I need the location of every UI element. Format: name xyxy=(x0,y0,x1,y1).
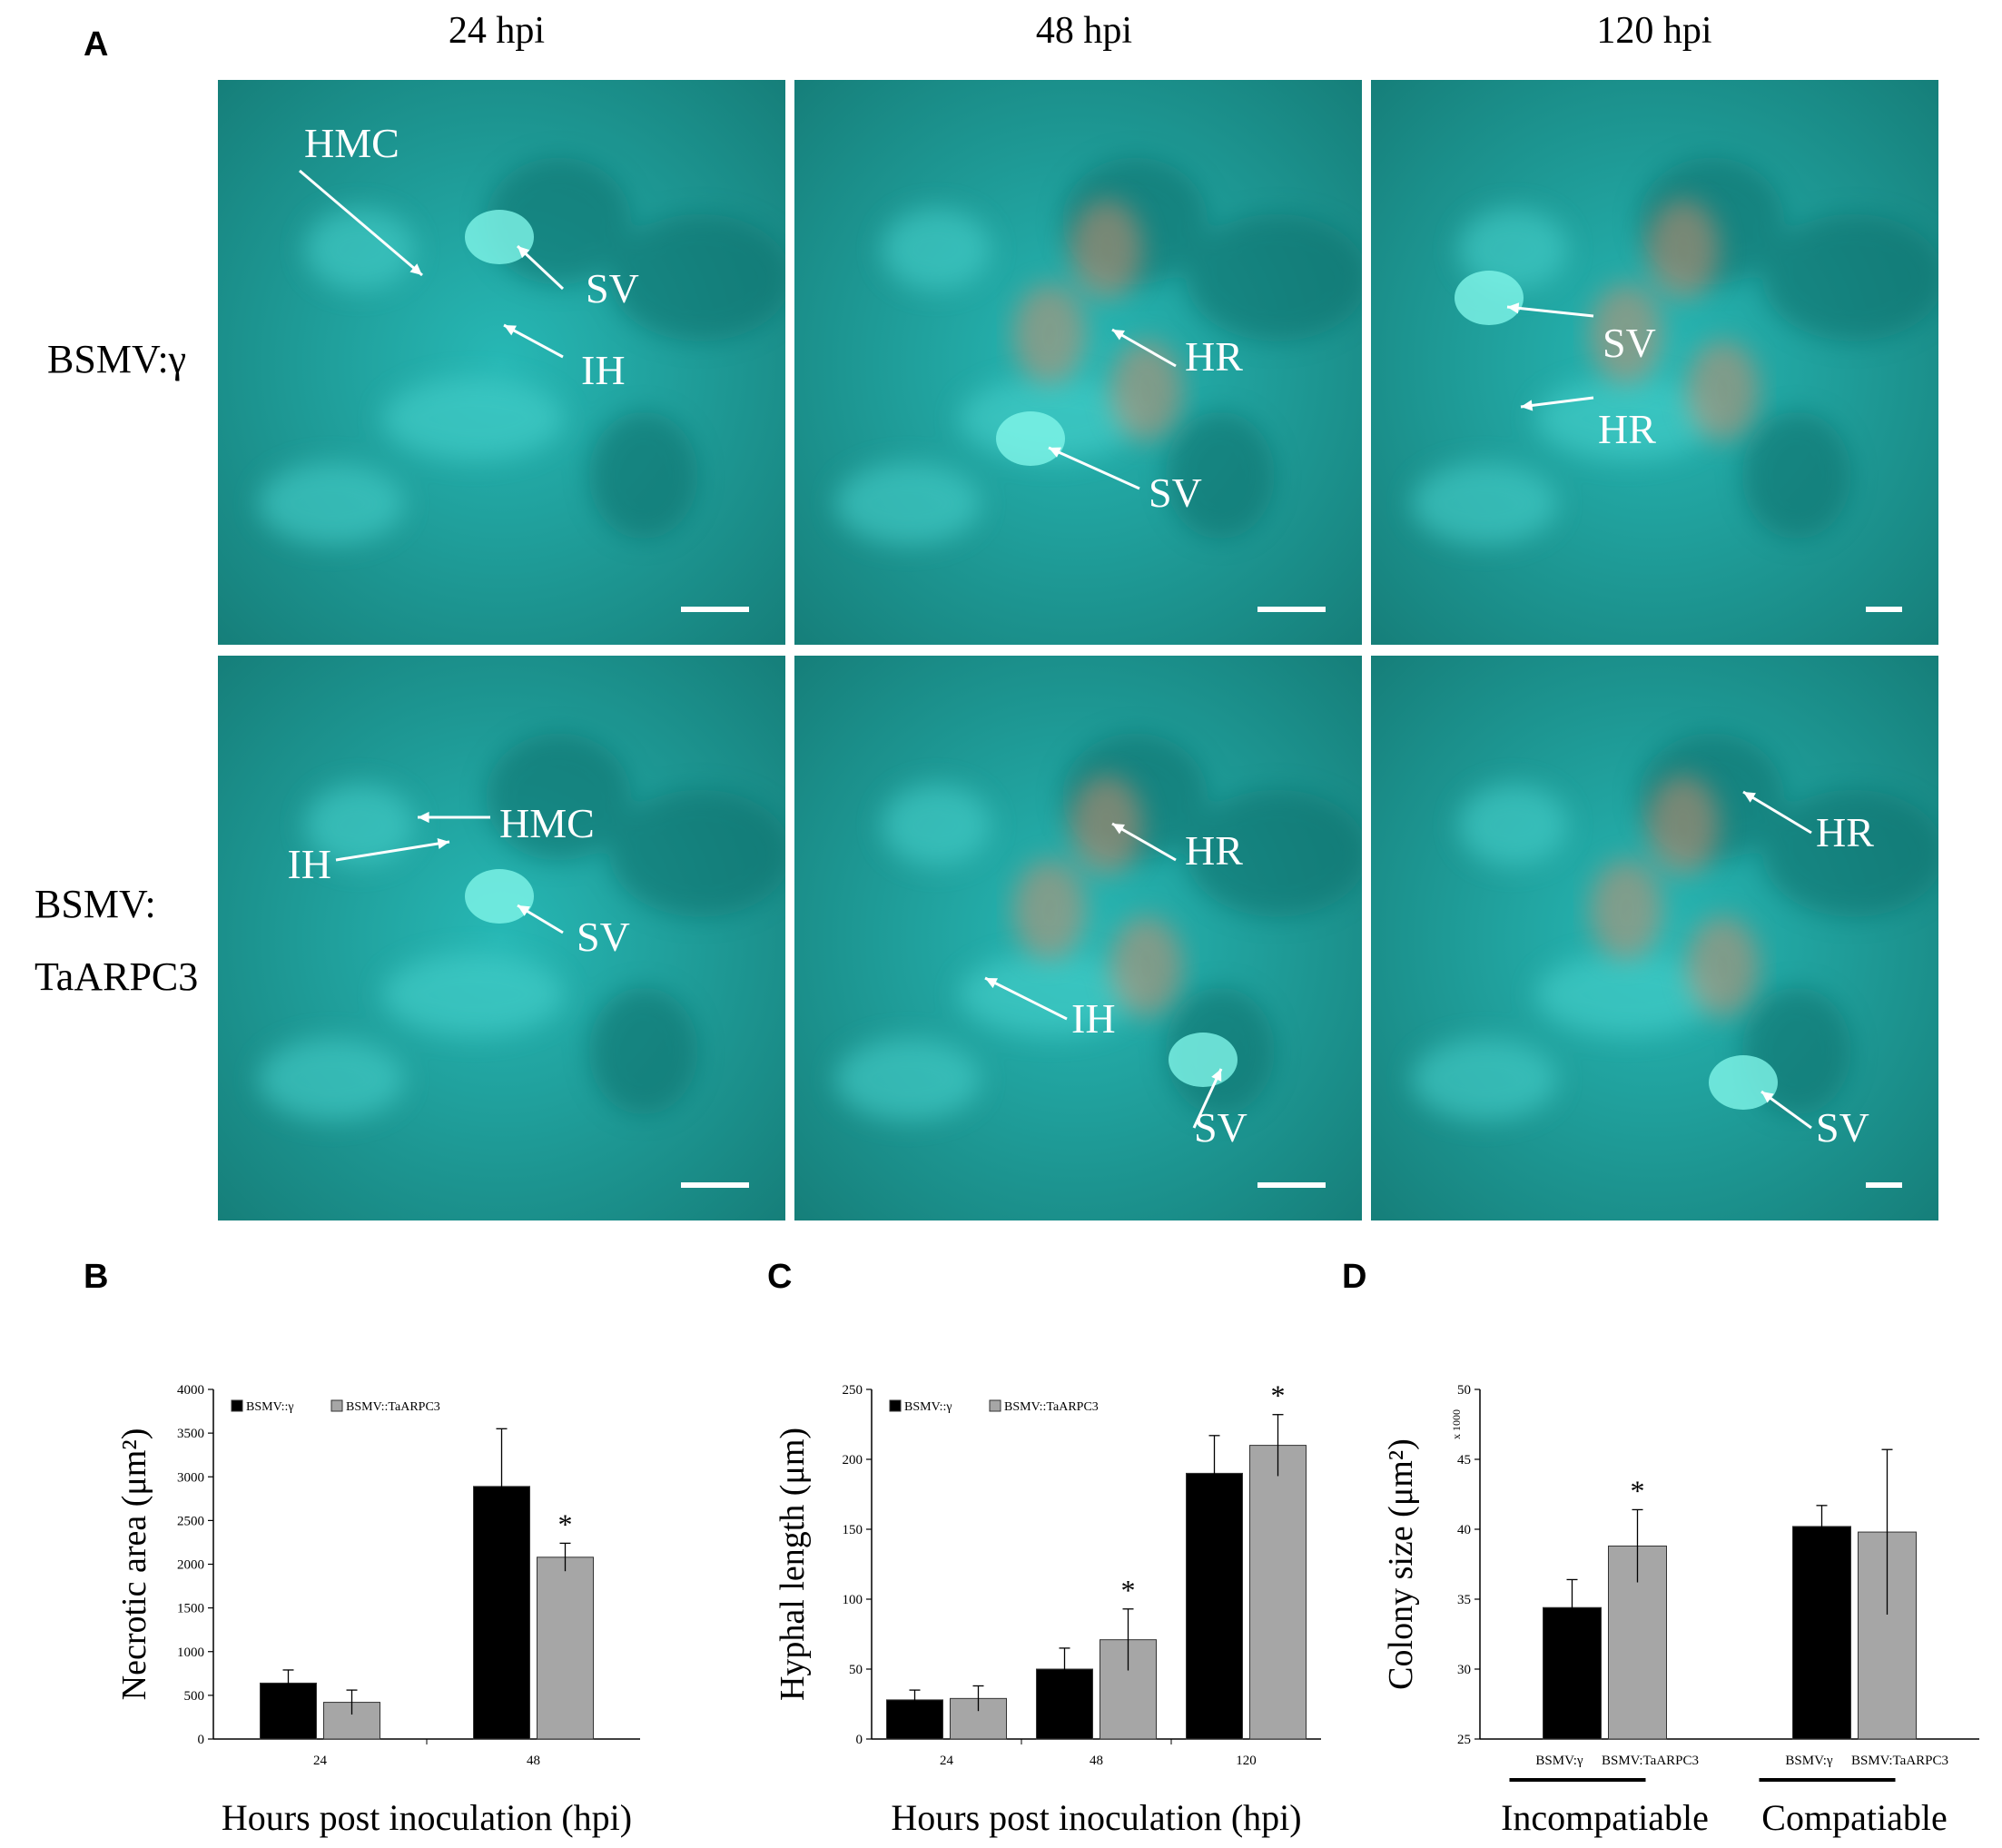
significance-mark: * xyxy=(1121,1574,1136,1606)
y-axis-label: Colony size (μm²) xyxy=(1382,1438,1420,1690)
y-tick-label: 3500 xyxy=(177,1427,204,1441)
x-tick-label: BSMV:TaARPC3 xyxy=(1602,1754,1699,1768)
x-tick-label: 120 xyxy=(1236,1754,1257,1768)
panel-letter-a: A xyxy=(84,25,109,64)
y-tick-label: 30 xyxy=(1457,1663,1471,1677)
legend-label: BSMV::TaARPC3 xyxy=(346,1400,440,1414)
panel-letter-b: B xyxy=(84,1258,108,1296)
bar-B-1-1 xyxy=(537,1556,594,1740)
bar-C-2-0 xyxy=(1186,1472,1243,1740)
annotation-r1c2-0: HR xyxy=(1816,809,1874,855)
y-tick-label: 25 xyxy=(1457,1733,1471,1747)
micrograph-r1c0: HMC IH SV xyxy=(218,656,785,1220)
y-tick-label: 3000 xyxy=(177,1470,204,1485)
bar-charts: B 0 500 1000 1500 2000 2500 3000 3500 4000 Necroti… xyxy=(0,1217,2002,1848)
annotation-r1c2-1: SV xyxy=(1816,1104,1869,1151)
chart-B: B 0 500 1000 1500 2000 2500 3000 3500 4000 Necroti… xyxy=(84,1258,640,1838)
y-tick-label: 500 xyxy=(184,1689,205,1704)
y-tick-label: 200 xyxy=(843,1453,863,1468)
annotation-r0c0-0: HMC xyxy=(304,120,399,166)
y-tick-label: 4000 xyxy=(177,1383,204,1398)
x-tick-label: BSMV:TaARPC3 xyxy=(1851,1754,1948,1768)
significance-mark: * xyxy=(1631,1474,1645,1507)
micrograph-r0c2: SV HR xyxy=(1371,80,1938,645)
y-tick-label: 35 xyxy=(1457,1593,1471,1607)
annotation-r0c0-1: SV xyxy=(586,265,639,311)
y-tick-label: 50 xyxy=(1457,1383,1471,1398)
panel-letter-d: D xyxy=(1342,1258,1366,1296)
y-tick-label: 0 xyxy=(198,1733,205,1747)
y-tick-label: 1000 xyxy=(177,1645,204,1660)
legend-label: BSMV::γ xyxy=(904,1400,952,1414)
scale-bar xyxy=(1866,607,1902,612)
legend-label: BSMV::TaARPC3 xyxy=(1004,1400,1099,1414)
micrograph-r1c2: HR SV xyxy=(1371,656,1938,1220)
x-axis-label: Hours post inoculation (hpi) xyxy=(891,1797,1301,1838)
x-tick-label: 48 xyxy=(1090,1754,1103,1768)
y-tick-label: 2000 xyxy=(177,1558,204,1573)
column-header-48hpi: 48 hpi xyxy=(1035,10,1133,52)
y-tick-label: 100 xyxy=(843,1593,863,1607)
scale-bar xyxy=(1257,607,1326,612)
x-tick-label: 48 xyxy=(527,1754,540,1768)
micrograph-r0c1: HR SV xyxy=(794,80,1362,645)
y-axis-label: Necrotic area (μm²) xyxy=(115,1428,153,1701)
micrograph-r1c1: HR IH SV xyxy=(794,656,1362,1220)
chart-D: D 25 30 35 40 45 50 Colony size (μm²) x 1000 * BSM… xyxy=(1342,1258,1979,1838)
y-tick-label: 1500 xyxy=(177,1602,204,1616)
y-tick-label: 40 xyxy=(1457,1523,1471,1537)
group-label: Compatiable xyxy=(1761,1797,1947,1838)
x-tick-label: 24 xyxy=(313,1754,328,1768)
row-label-taarpc3: TaARPC3 xyxy=(35,954,199,999)
y-tick-label: 2500 xyxy=(177,1514,204,1528)
annotation-r0c2-1: HR xyxy=(1598,406,1656,452)
column-header-120hpi: 120 hpi xyxy=(1596,10,1712,52)
significance-mark: * xyxy=(1271,1379,1286,1412)
legend-swatch xyxy=(330,1399,343,1412)
legend-swatch xyxy=(989,1399,1001,1412)
y-tick-label: 150 xyxy=(843,1523,863,1537)
y-scale-note: x 1000 xyxy=(1450,1409,1463,1439)
y-tick-label: 250 xyxy=(843,1383,863,1398)
group-label: Incompatiable xyxy=(1501,1797,1709,1838)
annotation-r1c0-0: HMC xyxy=(499,800,595,846)
significance-mark: * xyxy=(558,1507,573,1540)
x-tick-label: 24 xyxy=(940,1754,954,1768)
legend-swatch xyxy=(231,1399,243,1412)
x-tick-label: BSMV:γ xyxy=(1785,1754,1833,1768)
annotation-r0c1-0: HR xyxy=(1185,333,1243,380)
y-tick-label: 50 xyxy=(849,1663,863,1677)
chart-C: C 0 50 100 150 200 250 Hyphal length (μm) 24 * 48 *… xyxy=(767,1258,1321,1838)
x-axis-label: Hours post inoculation (hpi) xyxy=(222,1797,632,1838)
scale-bar xyxy=(681,607,749,612)
annotation-r0c2-0: SV xyxy=(1603,320,1656,366)
legend-label: BSMV::γ xyxy=(246,1400,294,1414)
annotation-r1c0-1: IH xyxy=(287,841,331,887)
row-label-bsmv: BSMV: xyxy=(35,882,156,926)
y-axis-label: Hyphal length (μm) xyxy=(774,1428,812,1701)
scale-bar xyxy=(1866,1182,1902,1188)
row-label-bsmv-gamma: BSMV:γ xyxy=(47,337,187,381)
scale-bar xyxy=(1257,1182,1326,1188)
annotation-r0c0-2: IH xyxy=(581,347,626,393)
y-tick-label: 0 xyxy=(856,1733,863,1747)
bar-D-1-0 xyxy=(1792,1526,1851,1740)
annotation-r1c0-2: SV xyxy=(577,914,630,960)
annotation-r1c1-2: SV xyxy=(1194,1104,1248,1151)
micrograph-r0c0: HMC SV IH xyxy=(218,80,785,645)
column-header-24hpi: 24 hpi xyxy=(448,10,546,52)
legend-swatch xyxy=(889,1399,902,1412)
scale-bar xyxy=(681,1182,749,1188)
x-tick-label: BSMV:γ xyxy=(1535,1754,1583,1768)
annotation-r1c1-1: IH xyxy=(1071,995,1116,1042)
panel-letter-c: C xyxy=(767,1258,792,1296)
annotation-r1c1-0: HR xyxy=(1185,827,1243,874)
bar-C-2-1 xyxy=(1249,1445,1307,1740)
annotation-r0c1-1: SV xyxy=(1149,469,1202,516)
y-tick-label: 45 xyxy=(1457,1453,1471,1468)
